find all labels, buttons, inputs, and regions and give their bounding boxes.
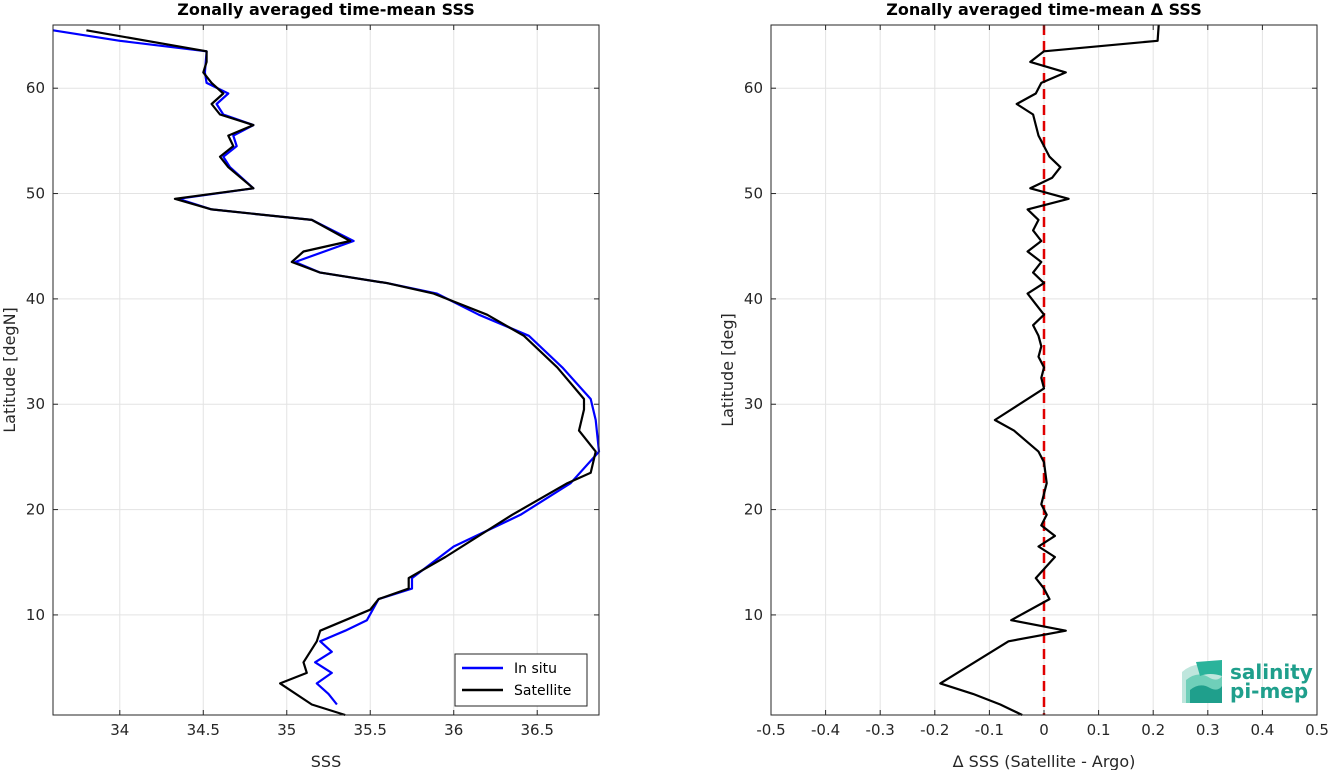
- delta-x-tick-label: 0.1: [1087, 721, 1111, 739]
- logo-text-salinity: salinity: [1230, 660, 1313, 684]
- logo-text-pi-mep: pi-mep: [1230, 679, 1308, 703]
- delta-x-axis-label: Δ SSS (Satellite - Argo): [953, 752, 1136, 770]
- sss-panel: 34 34.5 35 35.5 36 36.5 10 20 30 40 50 60 Zonally …: [0, 0, 601, 770]
- salinity-wave-logo-icon: [1182, 660, 1222, 703]
- delta-y-tick-label: 60: [744, 79, 763, 97]
- delta-sss-panel: -0.5 -0.4 -0.3 -0.2 -0.1 0 0.1 0.2 0.3 0.4 0.5 10 2…: [718, 0, 1329, 770]
- sss-y-tick-label: 40: [26, 290, 45, 308]
- delta-series-delta-sss-line: [939, 24, 1160, 716]
- sss-series-satellite-line: [86, 29, 597, 717]
- legend-satellite-label: Satellite: [514, 683, 571, 699]
- legend: In situ Satellite: [454, 653, 588, 707]
- sss-x-tick-label: 34: [110, 721, 129, 739]
- sss-x-tick-label: 35.5: [354, 721, 387, 739]
- sss-y-axis-label: Latitude [degN]: [0, 307, 19, 433]
- delta-y-tick-label: 20: [744, 501, 763, 519]
- sss-x-tick-label: 35: [277, 721, 296, 739]
- delta-x-tick-label: 0.2: [1141, 721, 1165, 739]
- sss-y-tick-label: 50: [26, 185, 45, 203]
- delta-x-tick-label: 0.4: [1250, 721, 1274, 739]
- sss-x-tick-label: 36.5: [521, 721, 554, 739]
- delta-y-tick-label: 50: [744, 185, 763, 203]
- sss-y-tick-label: 30: [26, 395, 45, 413]
- sss-x-tick-label: 36: [444, 721, 463, 739]
- sss-y-tick-label: 20: [26, 501, 45, 519]
- delta-x-tick-label: -0.2: [920, 721, 949, 739]
- delta-x-tick-label: 0.5: [1305, 721, 1329, 739]
- delta-lines: [939, 24, 1160, 716]
- delta-x-ticks: -0.5 -0.4 -0.3 -0.2 -0.1 0 0.1 0.2 0.3 0.4 0.5: [756, 25, 1329, 739]
- delta-x-tick-label: -0.4: [811, 721, 840, 739]
- delta-y-tick-label: 30: [744, 395, 763, 413]
- sss-chart-title: Zonally averaged time-mean SSS: [177, 0, 475, 19]
- delta-x-tick-label: -0.1: [975, 721, 1004, 739]
- delta-y-tick-label: 40: [744, 290, 763, 308]
- delta-x-tick-label: 0.3: [1196, 721, 1220, 739]
- sss-y-ticks: 10 20 30 40 50 60: [26, 79, 599, 624]
- delta-x-tick-label: 0: [1039, 721, 1049, 739]
- sss-lines: [52, 29, 601, 717]
- delta-chart-title: Zonally averaged time-mean Δ SSS: [886, 0, 1202, 19]
- sss-y-tick-label: 10: [26, 606, 45, 624]
- sss-plot-frame: [52, 24, 600, 716]
- sss-x-ticks: 34 34.5 35 35.5 36 36.5: [110, 25, 554, 739]
- legend-insitu-label: In situ: [514, 661, 557, 677]
- delta-y-ticks: 10 20 30 40 50 60: [744, 79, 1317, 624]
- delta-x-tick-label: -0.5: [756, 721, 785, 739]
- sss-series-in-situ-line: [52, 29, 601, 706]
- delta-x-tick-label: -0.3: [866, 721, 895, 739]
- delta-y-tick-label: 10: [744, 606, 763, 624]
- delta-y-axis-label: Latitude [deg]: [718, 313, 737, 427]
- sss-x-axis-label: SSS: [311, 752, 341, 770]
- sss-grid: [53, 25, 599, 715]
- sss-y-tick-label: 60: [26, 79, 45, 97]
- sss-x-tick-label: 34.5: [187, 721, 220, 739]
- legend-box: [454, 653, 588, 707]
